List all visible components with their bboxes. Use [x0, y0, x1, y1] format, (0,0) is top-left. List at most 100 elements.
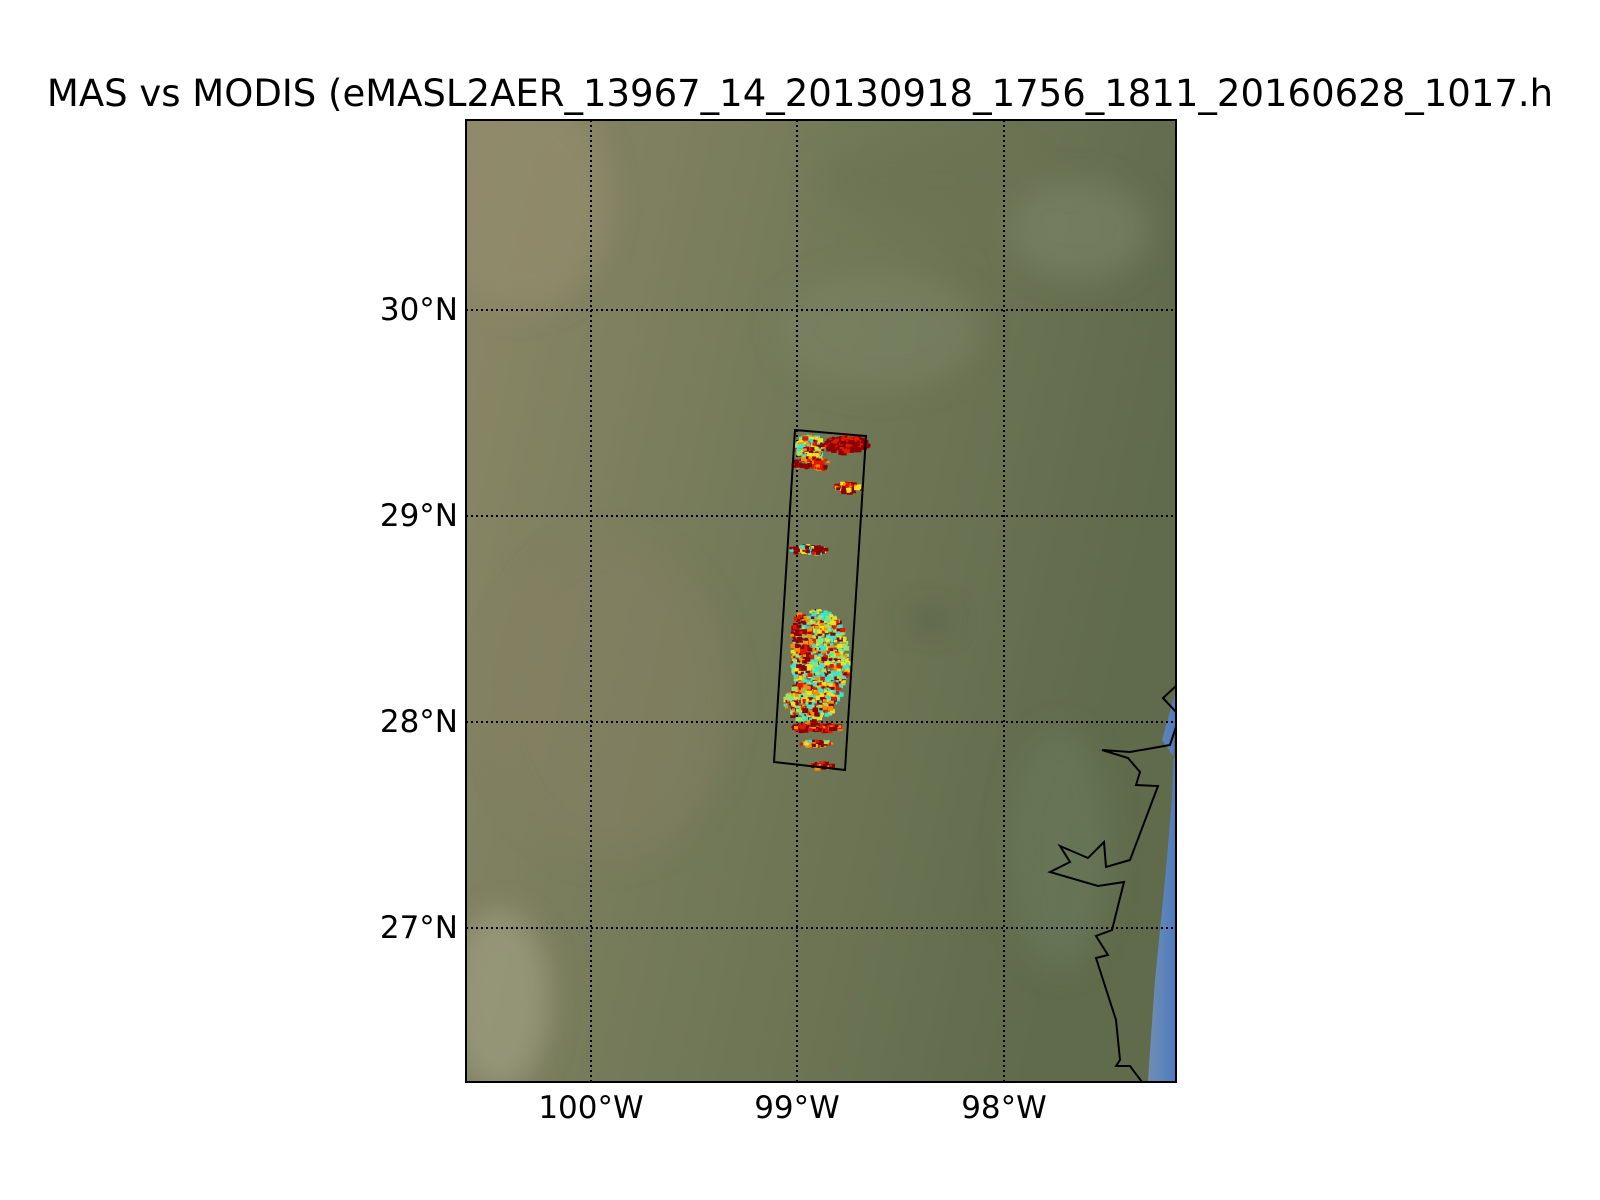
- retrieval-pixel: [803, 654, 807, 657]
- retrieval-pixel: [842, 636, 847, 640]
- retrieval-pixel: [823, 654, 827, 658]
- retrieval-pixel: [827, 621, 830, 623]
- retrieval-pixel: [832, 616, 837, 621]
- retrieval-pixel: [824, 661, 830, 666]
- retrieval-pixel: [792, 658, 796, 661]
- retrieval-pixel: [800, 450, 804, 453]
- retrieval-pixel: [811, 712, 816, 716]
- retrieval-pixel: [805, 442, 810, 446]
- terrain-texture: [466, 120, 1150, 1082]
- retrieval-pixel: [805, 742, 809, 746]
- retrieval-pixel: [804, 637, 809, 641]
- retrieval-pixel: [848, 483, 851, 485]
- retrieval-pixel: [822, 729, 828, 733]
- retrieval-pixel: [799, 742, 804, 746]
- retrieval-pixel: [804, 713, 808, 716]
- retrieval-pixel: [810, 763, 814, 765]
- retrieval-pixel: [839, 449, 843, 452]
- retrieval-pixel: [812, 707, 819, 713]
- retrieval-pixel: [824, 713, 830, 717]
- retrieval-pixel: [814, 646, 819, 650]
- retrieval-pixel: [798, 728, 805, 734]
- retrieval-pixel: [803, 691, 806, 694]
- retrieval-pixel: [793, 695, 799, 700]
- retrieval-pixel: [807, 647, 813, 652]
- retrieval-pixel: [832, 660, 835, 663]
- retrieval-pixel: [829, 680, 834, 685]
- retrieval-pixel: [818, 458, 822, 462]
- retrieval-pixel: [817, 641, 823, 647]
- retrieval-pixel: [830, 628, 834, 631]
- retrieval-pixel: [808, 450, 812, 454]
- retrieval-pixel: [821, 682, 827, 686]
- retrieval-pixel: [807, 551, 812, 555]
- retrieval-pixel: [816, 723, 820, 726]
- retrieval-pixel: [835, 645, 839, 648]
- retrieval-pixel: [811, 676, 817, 681]
- retrieval-pixel: [822, 617, 827, 621]
- retrieval-pixel: [829, 653, 833, 656]
- retrieval-pixel: [841, 485, 848, 490]
- retrieval-pixel: [815, 458, 818, 461]
- retrieval-pixel: [830, 642, 834, 646]
- retrieval-pixel: [826, 695, 831, 700]
- retrieval-pixel: [834, 443, 837, 446]
- retrieval-pixel: [806, 544, 810, 547]
- retrieval-pixel: [792, 642, 797, 646]
- retrieval-pixel: [806, 644, 810, 648]
- retrieval-pixel: [835, 724, 839, 727]
- retrieval-pixel: [811, 694, 817, 699]
- retrieval-pixel: [816, 629, 822, 634]
- retrieval-pixel: [789, 547, 793, 550]
- retrieval-pixel: [803, 638, 806, 641]
- retrieval-pixel: [797, 697, 801, 700]
- retrieval-pixel: [831, 694, 836, 698]
- retrieval-pixel: [811, 548, 816, 553]
- retrieval-pixel: [800, 447, 803, 450]
- retrieval-pixel: [800, 671, 804, 674]
- retrieval-pixel: [811, 635, 816, 639]
- retrieval-pixel: [818, 448, 823, 452]
- retrieval-pixel: [844, 672, 848, 675]
- retrieval-pixel: [809, 620, 816, 626]
- retrieval-pixel: [852, 450, 855, 453]
- retrieval-pixel: [806, 444, 810, 447]
- retrieval-pixel: [790, 711, 793, 714]
- retrieval-pixel: [814, 625, 820, 630]
- retrieval-pixel: [840, 481, 845, 486]
- retrieval-pixel: [817, 685, 820, 688]
- retrieval-pixel: [796, 723, 799, 726]
- retrieval-pixel: [800, 453, 803, 456]
- retrieval-pixel: [800, 640, 803, 643]
- retrieval-pixel: [799, 545, 803, 548]
- retrieval-pixel: [850, 488, 856, 494]
- retrieval-pixel: [798, 653, 802, 656]
- retrieval-pixel: [824, 647, 829, 651]
- retrieval-pixel: [819, 460, 825, 465]
- retrieval-pixel: [805, 696, 809, 699]
- retrieval-pixel: [823, 464, 828, 469]
- retrieval-pixel: [828, 726, 834, 731]
- retrieval-pixel: [828, 677, 832, 680]
- retrieval-pixel: [843, 448, 850, 454]
- retrieval-pixel: [843, 663, 846, 665]
- retrieval-pixel: [803, 682, 809, 687]
- retrieval-pixel: [798, 445, 801, 448]
- retrieval-pixel: [840, 652, 844, 655]
- retrieval-pixel: [801, 684, 807, 689]
- retrieval-pixel: [835, 637, 840, 641]
- retrieval-pixel: [806, 719, 811, 723]
- retrieval-pixel: [829, 442, 836, 447]
- retrieval-pixel: [837, 657, 842, 662]
- retrieval-pixel: [811, 690, 816, 693]
- retrieval-pixel: [835, 631, 842, 636]
- retrieval-pixel: [800, 701, 804, 704]
- retrieval-pixel: [836, 676, 840, 679]
- retrieval-pixel: [791, 708, 795, 711]
- retrieval-pixel: [805, 743, 811, 748]
- retrieval-pixel: [843, 482, 846, 485]
- retrieval-pixel: [805, 640, 809, 644]
- retrieval-pixel: [807, 452, 813, 458]
- retrieval-pixel: [810, 624, 813, 627]
- retrieval-pixel: [793, 653, 796, 656]
